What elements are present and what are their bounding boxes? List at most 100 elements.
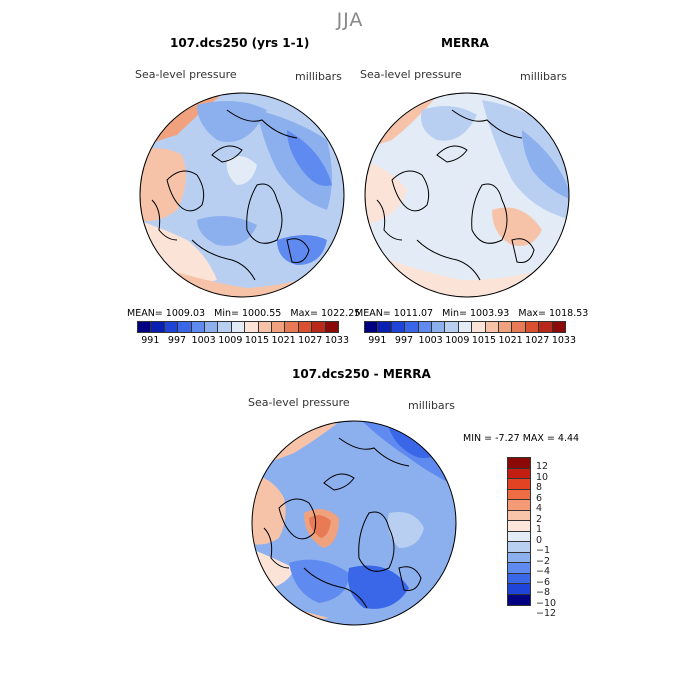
- colorbar-tick-label: 997: [394, 335, 414, 346]
- colorbar-swatch: [508, 584, 530, 595]
- colorbar-tick-label: 1033: [551, 335, 577, 346]
- colorbar-tick-label: −10: [536, 597, 557, 609]
- colorbar-tick-label: 991: [141, 335, 160, 346]
- colorbar-swatch: [178, 322, 192, 332]
- min-label: Min=: [214, 308, 239, 319]
- colorbar-tick-label: 1033: [324, 335, 350, 346]
- variable-label-model: Sea-level pressure: [135, 68, 237, 81]
- colorbar-swatch: [508, 531, 530, 542]
- max-label: Max=: [290, 308, 318, 319]
- colorbar-tick-label: 10: [536, 471, 549, 483]
- colorbar-tick-label: 991: [368, 335, 387, 346]
- max-value: 1022.25: [321, 308, 361, 319]
- colorbar-swatch: [418, 322, 433, 332]
- colorbar-model: [137, 321, 339, 333]
- colorbar-swatch: [508, 458, 530, 469]
- colorbar-tick-label: 1003: [191, 335, 216, 346]
- colorbar-swatch: [272, 322, 286, 332]
- colorbar-swatch: [508, 468, 530, 479]
- colorbar-swatch: [405, 322, 419, 332]
- colorbar-swatch: [391, 322, 406, 332]
- panel-title-diff: 107.dcs250 - MERRA: [292, 367, 431, 381]
- colorbar-tick-label: 6: [536, 492, 543, 504]
- polar-map-model: [139, 92, 345, 298]
- colorbar-tick-label: 1015: [471, 335, 497, 346]
- colorbar-swatch: [312, 322, 326, 332]
- colorbar-swatch: [258, 322, 273, 332]
- stats-merra: MEAN= 1011.07 Min= 1003.93 Max= 1018.53: [355, 308, 588, 319]
- colorbar-tick-label: 4: [536, 503, 543, 514]
- colorbar-swatch: [245, 322, 259, 332]
- variable-label-merra: Sea-level pressure: [360, 68, 462, 81]
- colorbar-diff: [507, 457, 531, 606]
- colorbar-swatch: [458, 322, 473, 332]
- min-label: Min=: [442, 308, 467, 319]
- colorbar-swatch: [508, 542, 530, 553]
- polar-map-merra: [364, 92, 570, 298]
- units-label-diff: millibars: [408, 399, 455, 412]
- colorbar-swatch: [512, 322, 526, 332]
- colorbar-tick-label: −12: [536, 608, 557, 619]
- colorbar-swatch: [378, 322, 392, 332]
- colorbar-swatch: [508, 563, 530, 574]
- colorbar-swatch: [525, 322, 540, 332]
- colorbar-swatch: [191, 322, 206, 332]
- colorbar-merra: [364, 321, 566, 333]
- stats-diff: MIN = -7.27 MAX = 4.44: [463, 433, 580, 444]
- colorbar-swatch: [508, 573, 530, 584]
- panel-title-merra: MERRA: [441, 36, 489, 50]
- colorbar-swatch: [218, 322, 232, 332]
- colorbar-ticks-model: 991 997 1003 1009 1015 1021 1027 1033: [137, 335, 357, 346]
- colorbar-swatch: [552, 322, 566, 332]
- colorbar-swatch: [138, 322, 152, 332]
- stats-model: MEAN= 1009.03 Min= 1000.55 Max= 1022.25: [127, 308, 360, 319]
- colorbar-tick-label: −8: [536, 587, 551, 598]
- colorbar-swatch: [298, 322, 313, 332]
- figure-title: JJA: [336, 9, 364, 31]
- colorbar-swatch: [508, 552, 530, 563]
- max-value: 1018.53: [549, 308, 589, 319]
- colorbar-tick-label: 1009: [218, 335, 243, 346]
- colorbar-swatch: [285, 322, 299, 332]
- units-label-model: millibars: [295, 70, 342, 83]
- mean-value: 1009.03: [165, 308, 206, 319]
- colorbar-swatch: [508, 594, 530, 605]
- variable-label-diff: Sea-level pressure: [248, 396, 350, 409]
- colorbar-tick-label: −2: [536, 555, 551, 567]
- colorbar-swatch: [508, 489, 530, 500]
- colorbar-tick-label: 1: [536, 524, 543, 535]
- colorbar-swatch: [508, 479, 530, 490]
- colorbar-swatch: [365, 322, 379, 332]
- colorbar-ticks-diff: 12 10 8 6 4 2 1 0 −1 −2 −4 −6 −8 −10 −12: [536, 457, 576, 627]
- colorbar-swatch: [499, 322, 513, 332]
- colorbar-tick-label: 8: [536, 482, 543, 493]
- colorbar-tick-label: −1: [536, 545, 551, 556]
- colorbar-swatch: [472, 322, 486, 332]
- colorbar-tick-label: −4: [536, 566, 551, 577]
- colorbar-swatch: [205, 322, 219, 332]
- colorbar-swatch: [432, 322, 446, 332]
- colorbar-swatch: [231, 322, 246, 332]
- panel-title-model: 107.dcs250 (yrs 1-1): [170, 36, 310, 50]
- colorbar-swatch: [508, 500, 530, 511]
- units-label-merra: millibars: [520, 70, 567, 83]
- colorbar-swatch: [325, 322, 339, 332]
- colorbar-swatch: [445, 322, 459, 332]
- mean-label: MEAN=: [127, 308, 163, 319]
- mean-value: 1011.07: [393, 308, 434, 319]
- colorbar-tick-label: 1021: [271, 335, 296, 346]
- polar-map-diff: [251, 420, 457, 626]
- colorbar-swatch: [508, 510, 530, 521]
- max-label: Max=: [518, 308, 546, 319]
- colorbar-tick-label: 1027: [298, 335, 323, 346]
- colorbar-tick-label: 1021: [498, 335, 523, 346]
- colorbar-tick-label: 12: [536, 461, 549, 472]
- min-value: 1000.55: [242, 308, 282, 319]
- colorbar-swatch: [151, 322, 165, 332]
- colorbar-ticks-merra: 991 997 1003 1009 1015 1021 1027 1033: [364, 335, 584, 346]
- colorbar-swatch: [164, 322, 179, 332]
- colorbar-tick-label: 1009: [445, 335, 470, 346]
- min-value: 1003.93: [470, 308, 510, 319]
- colorbar-tick-label: 997: [167, 335, 187, 346]
- colorbar-tick-label: 2: [536, 513, 543, 525]
